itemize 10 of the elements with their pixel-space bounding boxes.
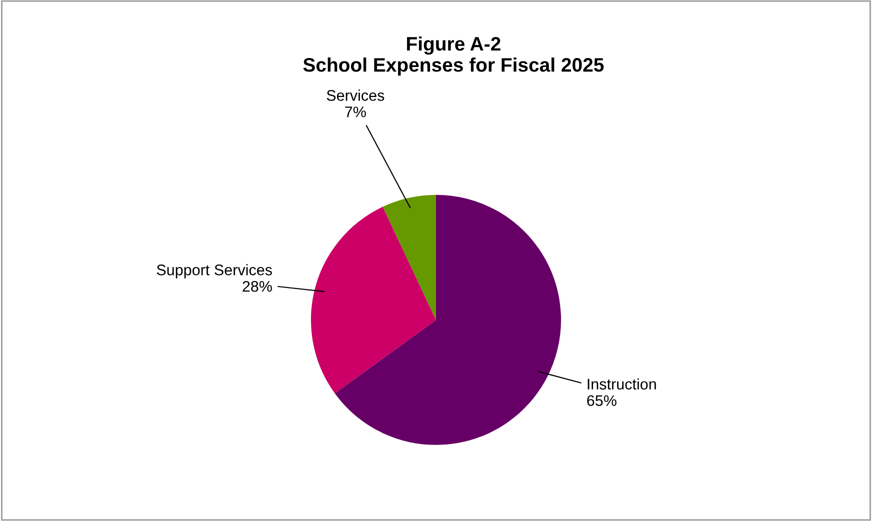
pie-slice <box>334 194 562 445</box>
pie-slice <box>382 194 436 320</box>
slice-label: Instruction <box>588 378 656 390</box>
slice-label: Support Services <box>156 264 272 278</box>
chart-title: Figure A-2 School Expenses for Fiscal 2025 <box>303 36 604 76</box>
data-label: 65% <box>587 395 616 406</box>
pie-slice <box>310 206 436 394</box>
data-label: 7% <box>345 106 366 118</box>
slice-label: Services <box>326 90 384 101</box>
data-label: 28% <box>242 280 272 292</box>
